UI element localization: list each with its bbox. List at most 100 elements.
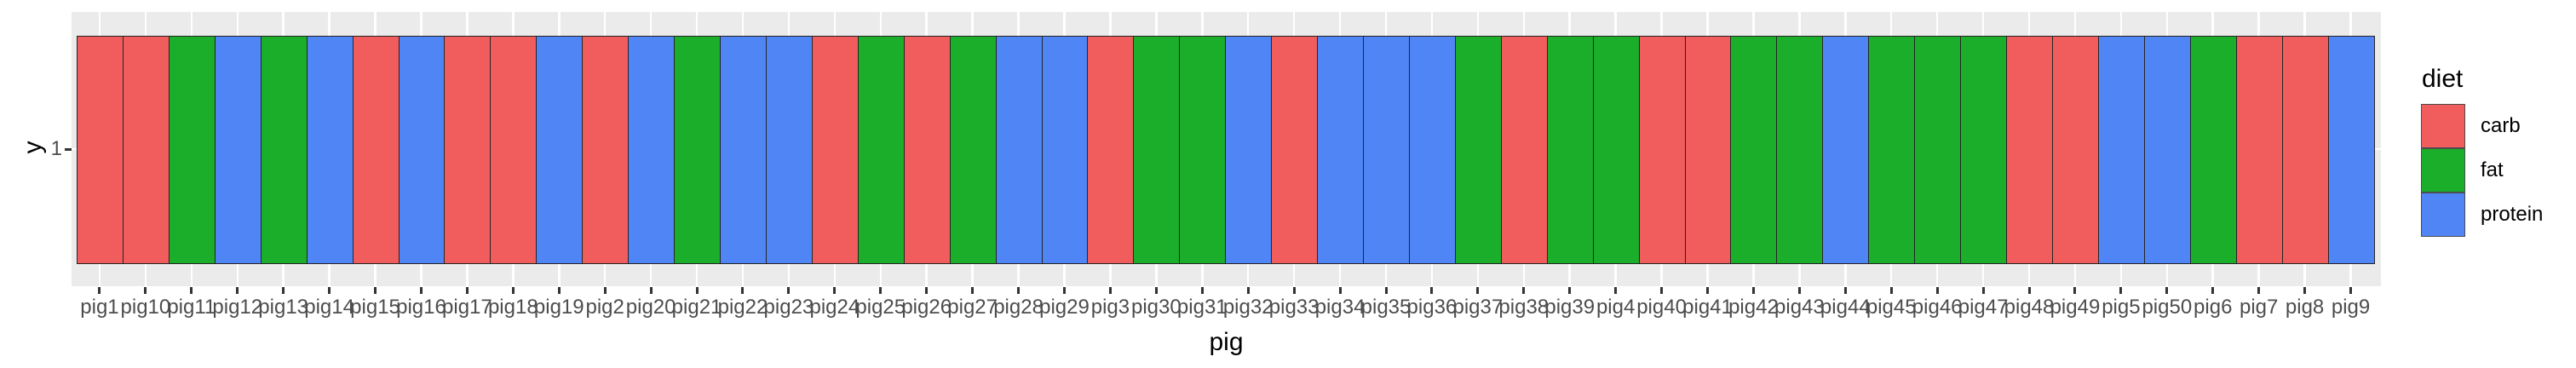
x-tick-mark bbox=[236, 287, 239, 294]
bar-pig47 bbox=[1960, 36, 2008, 264]
bar-pig16 bbox=[398, 36, 446, 264]
bar-pig49 bbox=[2051, 36, 2100, 264]
legend-entry-fat: fat bbox=[2421, 148, 2504, 193]
x-tick-label-pig21: pig21 bbox=[671, 296, 722, 319]
x-tick-mark bbox=[1981, 287, 1985, 294]
bar-pig21 bbox=[674, 36, 722, 264]
x-tick-label-pig36: pig36 bbox=[1406, 296, 1458, 319]
x-tick-label-pig5: pig5 bbox=[2102, 296, 2141, 319]
y-axis-tick-mark bbox=[65, 148, 72, 151]
legend-entry-protein: protein bbox=[2421, 193, 2543, 237]
bar-pig13 bbox=[260, 36, 308, 264]
x-tick-mark bbox=[1614, 287, 1618, 294]
bar-pig5 bbox=[2097, 36, 2146, 264]
x-tick-label-pig26: pig26 bbox=[901, 296, 952, 319]
x-tick-label-pig1: pig1 bbox=[80, 296, 119, 319]
bar-pig1 bbox=[77, 36, 124, 264]
bar-pig26 bbox=[903, 36, 952, 264]
bar-pig30 bbox=[1133, 36, 1181, 264]
y-tick-label: 1 bbox=[50, 137, 62, 160]
x-tick-mark bbox=[1843, 287, 1847, 294]
x-tick-label-pig11: pig11 bbox=[167, 296, 216, 319]
bar-pig22 bbox=[720, 36, 768, 264]
bar-pig23 bbox=[765, 36, 814, 264]
bar-pig12 bbox=[214, 36, 262, 264]
x-tick-mark bbox=[1889, 287, 1893, 294]
x-tick-mark bbox=[1660, 287, 1664, 294]
legend-label-protein: protein bbox=[2481, 203, 2544, 226]
x-tick-label-pig41: pig41 bbox=[1682, 296, 1733, 319]
x-tick-label-pig48: pig48 bbox=[2004, 296, 2055, 319]
bar-pig50 bbox=[2143, 36, 2192, 264]
bar-pig34 bbox=[1317, 36, 1365, 264]
x-tick-mark bbox=[1706, 287, 1709, 294]
x-tick-label-pig29: pig29 bbox=[1039, 296, 1090, 319]
x-tick-label-pig32: pig32 bbox=[1222, 296, 1274, 319]
bar-pig18 bbox=[490, 36, 538, 264]
x-tick-mark bbox=[1200, 287, 1204, 294]
x-tick-mark bbox=[328, 287, 331, 294]
x-tick-mark bbox=[1476, 287, 1480, 294]
x-tick-mark bbox=[2119, 287, 2123, 294]
x-tick-label-pig50: pig50 bbox=[2142, 296, 2193, 319]
x-tick-label-pig33: pig33 bbox=[1268, 296, 1320, 319]
bar-pig2 bbox=[582, 36, 630, 264]
legend-swatch-fat bbox=[2421, 148, 2465, 193]
bar-pig48 bbox=[2006, 36, 2054, 264]
x-tick-mark bbox=[649, 287, 653, 294]
x-tick-label-pig44: pig44 bbox=[1820, 296, 1871, 319]
bar-pig46 bbox=[1914, 36, 1962, 264]
x-tick-label-pig45: pig45 bbox=[1866, 296, 1917, 319]
bar-pig29 bbox=[1041, 36, 1090, 264]
x-tick-label-pig18: pig18 bbox=[487, 296, 538, 319]
legend-label-carb: carb bbox=[2481, 114, 2521, 137]
bar-pig25 bbox=[857, 36, 906, 264]
x-tick-mark bbox=[1292, 287, 1296, 294]
x-tick-mark bbox=[787, 287, 791, 294]
x-tick-label-pig28: pig28 bbox=[993, 296, 1044, 319]
x-tick-mark bbox=[833, 287, 837, 294]
x-tick-mark bbox=[1522, 287, 1526, 294]
x-tick-label-pig2: pig2 bbox=[585, 296, 624, 319]
x-tick-label-pig31: pig31 bbox=[1176, 296, 1228, 319]
x-tick-mark bbox=[2349, 287, 2353, 294]
x-tick-label-pig20: pig20 bbox=[625, 296, 676, 319]
x-tick-mark bbox=[1062, 287, 1066, 294]
x-tick-mark bbox=[282, 287, 285, 294]
x-tick-mark bbox=[1154, 287, 1158, 294]
bar-pig27 bbox=[949, 36, 998, 264]
x-tick-label-pig6: pig6 bbox=[2194, 296, 2233, 319]
x-tick-mark bbox=[741, 287, 745, 294]
bar-pig38 bbox=[1500, 36, 1549, 264]
bar-pig32 bbox=[1225, 36, 1273, 264]
x-tick-mark bbox=[2027, 287, 2031, 294]
bar-pig31 bbox=[1179, 36, 1227, 264]
x-tick-label-pig23: pig23 bbox=[763, 296, 814, 319]
bar-pig42 bbox=[1730, 36, 1778, 264]
x-tick-mark bbox=[1797, 287, 1801, 294]
x-tick-label-pig13: pig13 bbox=[258, 296, 309, 319]
x-tick-mark bbox=[144, 287, 147, 294]
x-tick-label-pig37: pig37 bbox=[1452, 296, 1504, 319]
x-tick-label-pig4: pig4 bbox=[1596, 296, 1636, 319]
bar-pig20 bbox=[628, 36, 676, 264]
x-tick-mark bbox=[1338, 287, 1342, 294]
bar-pig11 bbox=[168, 36, 216, 264]
x-tick-label-pig34: pig34 bbox=[1314, 296, 1366, 319]
x-tick-mark bbox=[511, 287, 515, 294]
x-tick-mark bbox=[465, 287, 469, 294]
bar-pig4 bbox=[1592, 36, 1641, 264]
bar-pig35 bbox=[1363, 36, 1411, 264]
x-tick-label-pig43: pig43 bbox=[1774, 296, 1825, 319]
x-tick-label-pig3: pig3 bbox=[1090, 296, 1130, 319]
bar-pig14 bbox=[306, 36, 354, 264]
legend-swatch-protein bbox=[2421, 193, 2465, 237]
x-tick-mark bbox=[925, 287, 929, 294]
x-tick-label-pig7: pig7 bbox=[2239, 296, 2279, 319]
x-tick-label-pig10: pig10 bbox=[120, 296, 171, 319]
x-tick-mark bbox=[1430, 287, 1434, 294]
x-tick-label-pig38: pig38 bbox=[1498, 296, 1550, 319]
bar-pig28 bbox=[995, 36, 1044, 264]
x-tick-label-pig30: pig30 bbox=[1130, 296, 1182, 319]
bar-pig44 bbox=[1822, 36, 1870, 264]
